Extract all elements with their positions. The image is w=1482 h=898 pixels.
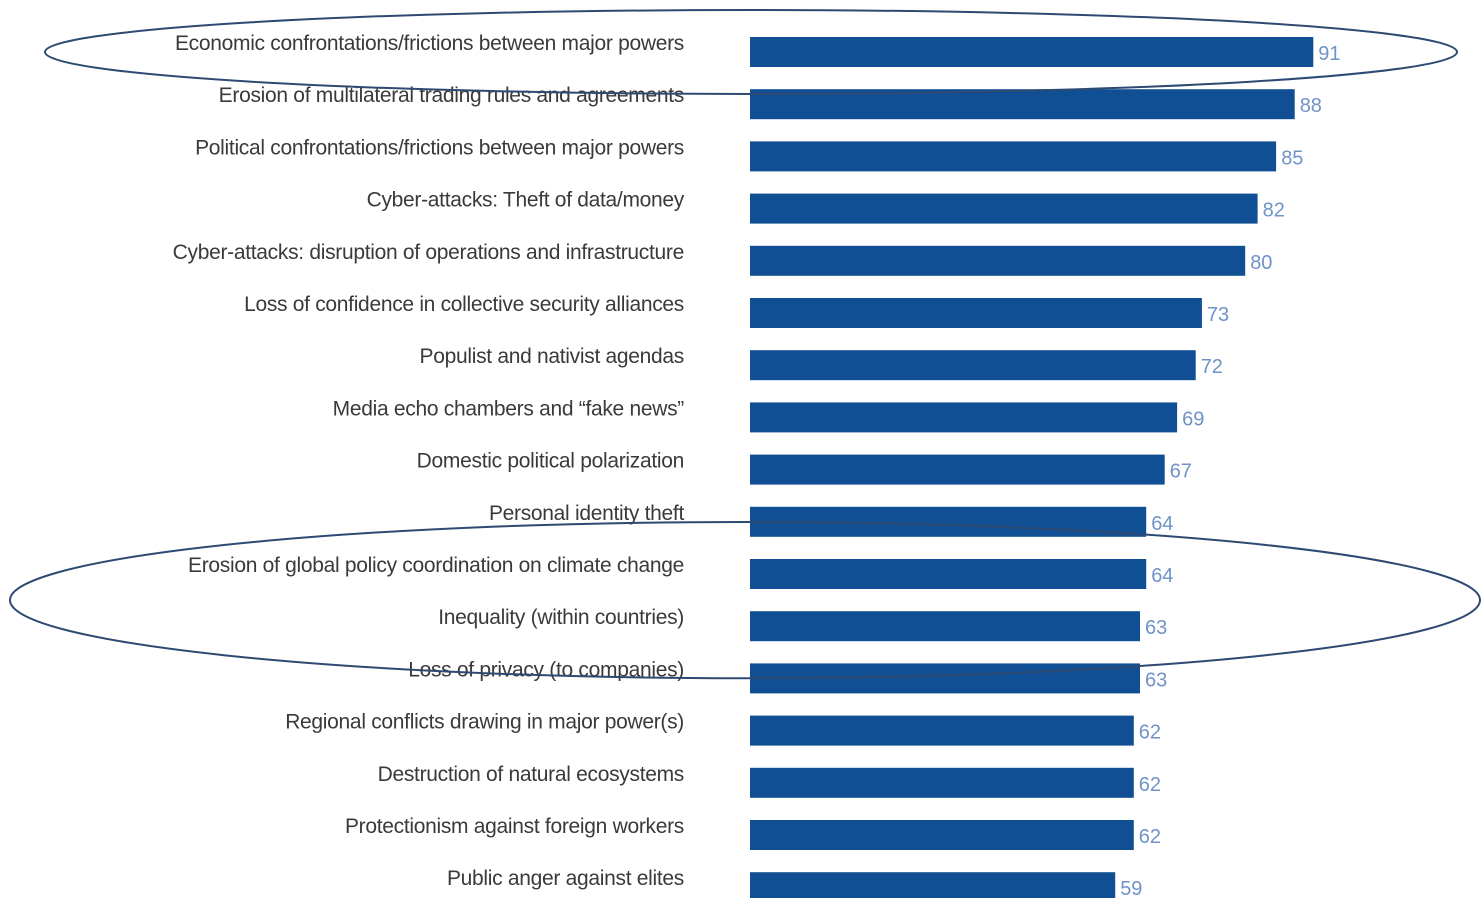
category-label: Media echo chambers and “fake news” — [333, 397, 685, 420]
category-label: Personal identity theft — [489, 502, 685, 525]
value-label: 80 — [1250, 252, 1272, 274]
value-label: 63 — [1145, 669, 1167, 691]
value-label: 82 — [1263, 200, 1285, 222]
category-label: Cyber-attacks: disruption of operations … — [173, 241, 684, 264]
category-label: Erosion of multilateral trading rules an… — [219, 84, 684, 107]
category-label: Erosion of global policy coordination on… — [188, 554, 684, 577]
value-label: 62 — [1139, 826, 1161, 848]
value-label: 73 — [1207, 304, 1229, 326]
bars — [750, 37, 1314, 898]
highlight-annotations — [9, 9, 1481, 680]
highlight-ellipse — [9, 521, 1481, 680]
bar — [750, 767, 1134, 798]
value-label: 62 — [1139, 774, 1161, 796]
value-label: 62 — [1139, 722, 1161, 744]
category-label: Regional conflicts drawing in major powe… — [285, 711, 684, 734]
bar — [750, 193, 1258, 224]
value-label: 69 — [1182, 408, 1204, 430]
value-label: 85 — [1281, 147, 1303, 169]
value-label: 59 — [1120, 878, 1142, 898]
value-label: 88 — [1300, 95, 1322, 117]
category-label: Loss of confidence in collective securit… — [244, 293, 684, 316]
category-labels: Economic confrontations/frictions betwee… — [173, 32, 685, 890]
value-label: 64 — [1151, 565, 1173, 587]
bar — [750, 402, 1178, 433]
value-label: 63 — [1145, 617, 1167, 639]
bar — [750, 559, 1147, 589]
value-label: 91 — [1318, 43, 1340, 65]
bar — [750, 872, 1116, 898]
bar — [750, 245, 1246, 276]
category-label: Protectionism against foreign workers — [345, 815, 684, 838]
value-label: 72 — [1201, 356, 1223, 378]
category-label: Economic confrontations/frictions betwee… — [175, 32, 684, 55]
category-label: Populist and nativist agendas — [420, 345, 685, 368]
bar — [750, 715, 1134, 746]
bar — [750, 141, 1277, 172]
category-label: Loss of privacy (to companies) — [408, 658, 684, 681]
bar — [750, 37, 1314, 67]
bar — [750, 820, 1134, 850]
bar — [750, 350, 1196, 381]
category-label: Public anger against elites — [447, 867, 684, 890]
category-label: Destruction of natural ecosystems — [378, 763, 684, 786]
value-labels: 91 88 85 82 80 73 72 69 67 64 64 63 63 62 62 62 59 — [1120, 43, 1340, 898]
category-label: Domestic political polarization — [417, 450, 684, 473]
value-label: 64 — [1151, 513, 1173, 535]
value-label: 67 — [1170, 461, 1192, 483]
category-label: Cyber-attacks: Theft of data/money — [367, 189, 685, 212]
category-label: Inequality (within countries) — [438, 606, 684, 629]
highlight-ellipse — [44, 9, 1458, 95]
category-label: Political confrontations/frictions betwe… — [195, 136, 684, 159]
bar — [750, 298, 1202, 328]
bar — [750, 611, 1140, 642]
bar — [750, 454, 1165, 485]
